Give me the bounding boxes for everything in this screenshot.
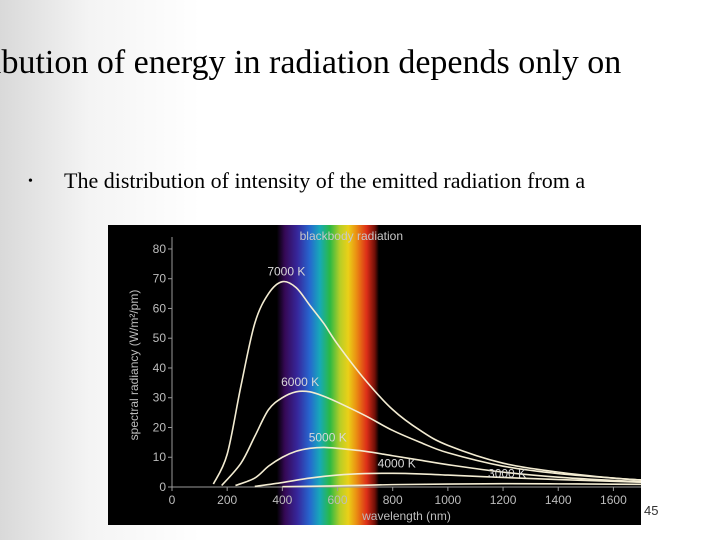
chart-title: blackbody radiation <box>300 229 403 243</box>
y-axis-label: spectral radiancy (W/m²/pm) <box>127 290 141 441</box>
curve-label: 7000 K <box>267 265 305 279</box>
curve-4000-k <box>254 472 641 488</box>
curve-label: 3000 K <box>488 467 526 481</box>
curve-label: 6000 K <box>281 375 319 389</box>
x-tick-label: 400 <box>272 493 292 507</box>
x-tick-label: 200 <box>217 493 237 507</box>
curve-3000-k <box>282 482 641 488</box>
curve-label: 4000 K <box>378 456 416 470</box>
x-axis-label: wavelength (nm) <box>361 509 451 523</box>
x-tick-label: 0 <box>169 493 176 507</box>
y-tick-label: 40 <box>153 361 167 375</box>
y-tick-label: 20 <box>153 420 167 434</box>
x-tick-label: 800 <box>383 493 403 507</box>
y-tick-label: 0 <box>159 480 166 494</box>
curve-6000-k <box>221 390 641 487</box>
bullet-text: The distribution of intensity of the emi… <box>64 168 586 193</box>
curve-labels: 7000 K 6000 K 5000 K 4000 K 3000 K <box>267 265 526 481</box>
y-tick-label: 10 <box>153 450 167 464</box>
x-tick-label: 1000 <box>435 493 462 507</box>
bullet-item: • The distribution of intensity of the em… <box>28 168 585 194</box>
blackbody-chart: blackbody radiation 0 10 20 30 40 50 60 70 80 0 20… <box>108 225 641 525</box>
y-tick-label: 70 <box>153 272 167 286</box>
x-tick-label: 1400 <box>545 493 572 507</box>
y-tick-label: 30 <box>153 391 167 405</box>
x-tick-label: 1200 <box>490 493 517 507</box>
chart-curves <box>212 280 641 488</box>
x-tick-label: 1600 <box>600 493 627 507</box>
bullet-dot-icon: • <box>28 174 33 189</box>
curve-label: 5000 K <box>309 430 347 444</box>
page-number: 45 <box>644 503 659 518</box>
y-tick-label: 50 <box>153 331 167 345</box>
y-tick-label: 60 <box>153 301 167 315</box>
curve-7000-k <box>212 280 641 485</box>
curve-5000-k <box>235 446 641 487</box>
x-tick-label: 600 <box>328 493 348 507</box>
y-tick-label: 80 <box>153 242 167 256</box>
slide-title: ibution of energy in radiation depends o… <box>0 44 622 81</box>
